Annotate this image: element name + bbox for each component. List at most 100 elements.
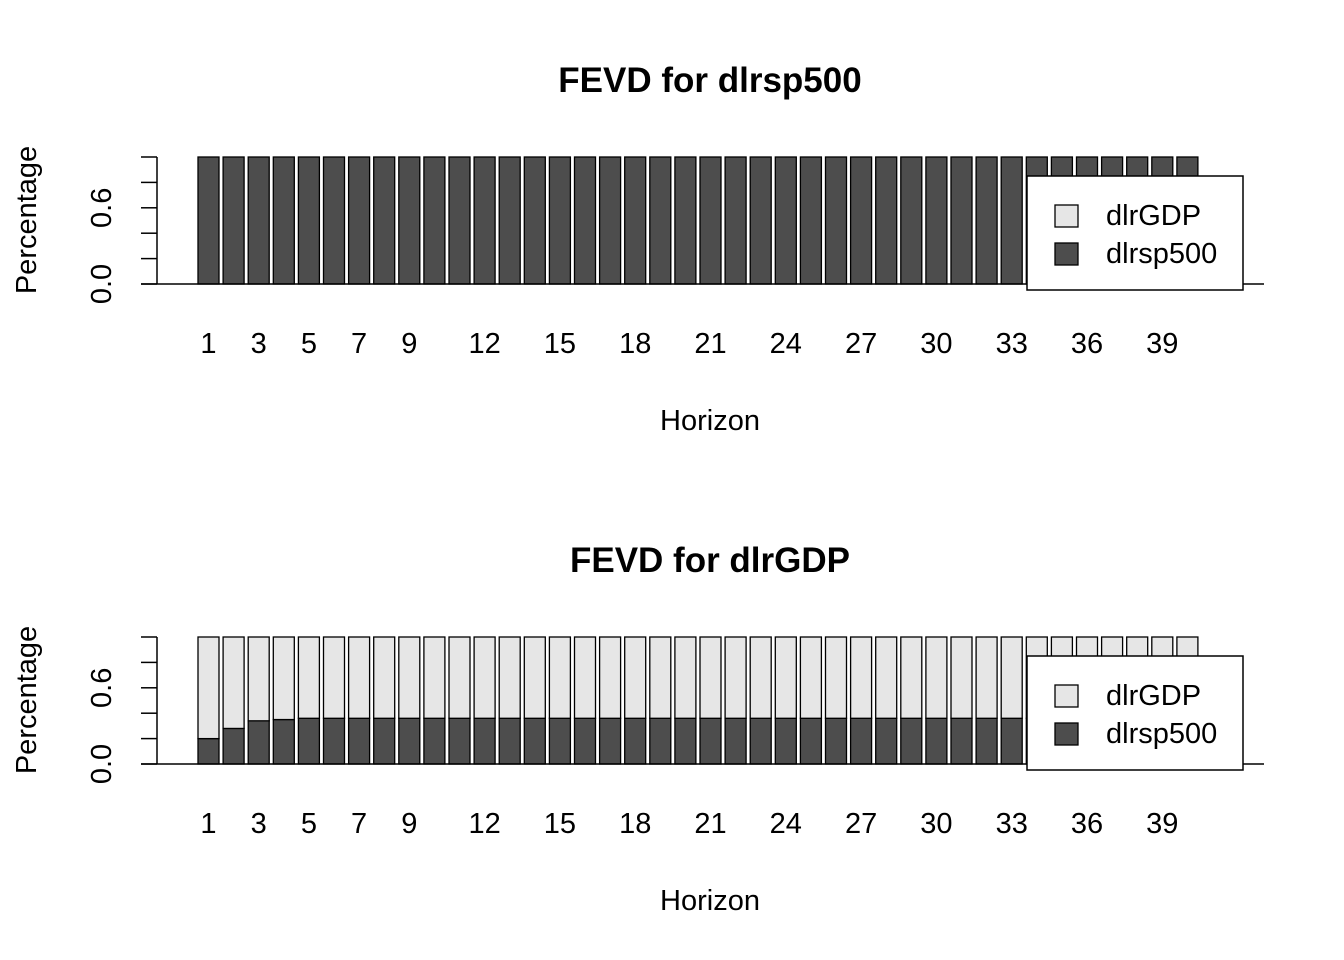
bar-dlrsp500-h32	[975, 156, 998, 285]
bar-dlrGDP-h24	[774, 636, 797, 719]
bar-dlrGDP-h32	[975, 636, 998, 719]
legend-label-dlrsp500: dlrsp500	[1106, 238, 1217, 270]
bar-dlrGDP-h18	[624, 636, 647, 719]
y-axis-label: Percentage	[11, 626, 43, 774]
bar-dlrGDP-h10	[423, 636, 446, 719]
bar-dlrGDP-h29	[900, 636, 923, 719]
bar-dlrsp500-h31	[950, 156, 973, 285]
bar-dlrGDP-h17	[598, 636, 622, 719]
x-tick-label: 39	[1146, 808, 1178, 840]
bar-dlrGDP-h13	[498, 636, 521, 719]
bar-dlrsp500-h16	[573, 156, 597, 285]
bar-dlrsp500-h14	[523, 156, 546, 285]
y-tick-label: 0.6	[86, 668, 118, 708]
bar-dlrsp500-h18	[624, 156, 647, 285]
bar-dlrGDP-h8	[373, 636, 396, 719]
x-tick-label: 36	[1071, 808, 1103, 840]
bar-dlrsp500-h17	[598, 156, 622, 285]
bar-dlrGDP-h19	[649, 636, 672, 719]
x-tick-label: 24	[770, 808, 802, 840]
y-tick-label: 0.0	[86, 744, 118, 784]
bar-dlrsp500-h24	[774, 156, 797, 285]
y-tick-label: 0.6	[86, 188, 118, 228]
x-axis-label: Horizon	[660, 885, 760, 917]
bar-dlrsp500-h5	[297, 156, 321, 285]
bar-dlrsp500-h16	[573, 717, 597, 765]
bar-dlrsp500-h20	[674, 156, 697, 285]
bar-dlrGDP-h23	[749, 636, 772, 719]
bar-dlrGDP-h26	[824, 636, 848, 719]
legend-label-dlrGDP: dlrGDP	[1106, 200, 1201, 232]
bar-dlrsp500-h14	[523, 717, 546, 765]
x-tick-label: 15	[544, 808, 576, 840]
bar-dlrsp500-h10	[423, 717, 446, 765]
bar-dlrsp500-h6	[322, 156, 346, 285]
y-tick-label: 0.0	[86, 264, 118, 304]
bar-dlrsp500-h6	[322, 717, 346, 765]
bar-dlrsp500-h8	[373, 717, 396, 765]
x-tick-label: 21	[694, 808, 726, 840]
bar-dlrsp500-h27	[849, 156, 873, 285]
bar-dlrGDP-h22	[724, 636, 747, 719]
x-tick-label: 9	[401, 808, 417, 840]
bar-dlrsp500-h32	[975, 717, 998, 765]
bar-dlrsp500-h27	[849, 717, 873, 765]
bar-dlrsp500-h5	[297, 717, 321, 765]
bar-dlrGDP-h20	[674, 636, 697, 719]
bar-dlrsp500-h12	[473, 717, 496, 765]
bar-dlrGDP-h25	[799, 636, 823, 719]
bar-dlrGDP-h4	[272, 636, 295, 721]
bar-dlrGDP-h16	[573, 636, 597, 719]
bar-dlrGDP-h27	[849, 636, 873, 719]
legend-swatch-dlrGDP	[1054, 684, 1079, 708]
bar-dlrsp500-h21	[699, 156, 722, 285]
x-tick-label: 39	[1146, 328, 1178, 360]
legend-label-dlrGDP: dlrGDP	[1106, 680, 1201, 712]
bar-dlrGDP-h5	[297, 636, 321, 719]
bar-dlrGDP-h11	[448, 636, 471, 719]
bar-dlrGDP-h9	[398, 636, 421, 719]
x-tick-label: 21	[694, 328, 726, 360]
x-tick-label: 33	[996, 328, 1028, 360]
bar-dlrsp500-h18	[624, 717, 647, 765]
x-tick-label: 33	[996, 808, 1028, 840]
bar-dlrsp500-h28	[875, 717, 898, 765]
bar-dlrsp500-h23	[749, 156, 772, 285]
bar-dlrsp500-h11	[448, 717, 471, 765]
legend: dlrGDP dlrsp500	[1026, 175, 1244, 291]
x-tick-label: 7	[351, 328, 367, 360]
x-tick-label: 7	[351, 808, 367, 840]
x-tick-label: 30	[920, 328, 952, 360]
x-tick-label: 27	[845, 808, 877, 840]
chart-title: FEVD for dlrsp500	[558, 61, 861, 100]
bar-dlrGDP-h1	[197, 636, 220, 740]
bar-dlrsp500-h25	[799, 717, 823, 765]
x-tick-label: 12	[468, 328, 500, 360]
bar-dlrsp500-h17	[598, 717, 622, 765]
bar-dlrsp500-h30	[925, 717, 948, 765]
legend-label-dlrsp500: dlrsp500	[1106, 718, 1217, 750]
x-tick-label: 27	[845, 328, 877, 360]
bar-dlrsp500-h15	[548, 717, 572, 765]
bar-dlrGDP-h28	[875, 636, 898, 719]
bar-dlrsp500-h1	[197, 156, 220, 285]
bar-dlrsp500-h26	[824, 156, 848, 285]
x-tick-label: 18	[619, 328, 651, 360]
bar-dlrsp500-h9	[398, 156, 421, 285]
bar-dlrGDP-h21	[699, 636, 722, 719]
legend-swatch-dlrGDP	[1054, 204, 1079, 228]
bar-dlrsp500-h13	[498, 717, 521, 765]
bar-dlrGDP-h15	[548, 636, 572, 719]
bar-dlrGDP-h14	[523, 636, 546, 719]
bar-dlrsp500-h2	[222, 156, 245, 285]
bar-dlrsp500-h22	[724, 156, 747, 285]
x-tick-label: 12	[468, 808, 500, 840]
legend: dlrGDP dlrsp500	[1026, 655, 1244, 771]
bar-dlrsp500-h29	[900, 156, 923, 285]
bar-dlrsp500-h21	[699, 717, 722, 765]
legend-box	[1026, 655, 1244, 771]
bar-dlrsp500-h8	[373, 156, 396, 285]
bar-dlrsp500-h30	[925, 156, 948, 285]
bar-dlrsp500-h20	[674, 717, 697, 765]
legend-box	[1026, 175, 1244, 291]
